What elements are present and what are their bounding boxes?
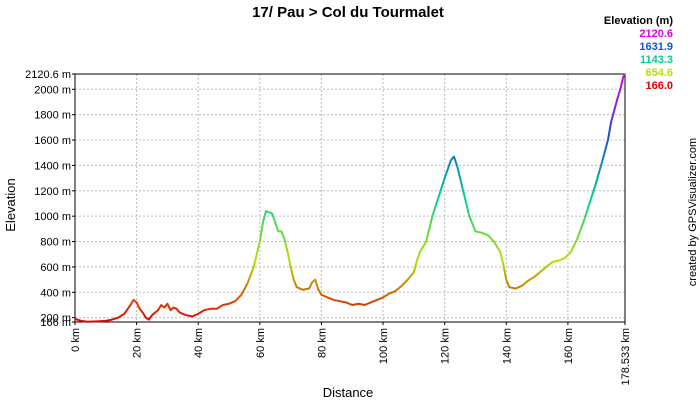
x-tick-label: 140 km	[501, 328, 513, 364]
chart-title: 17/ Pau > Col du Tourmalet	[252, 4, 444, 21]
x-tick-label: 40 km	[193, 328, 205, 358]
legend-title: Elevation (m)	[604, 15, 673, 27]
y-tick-label: 166 m	[40, 317, 71, 329]
y-tick-label: 2000 m	[34, 84, 71, 96]
y-tick-label: 1800 m	[34, 110, 71, 122]
y-tick-label: 200 m	[40, 313, 71, 325]
y-tick-label: 400 m	[40, 287, 71, 299]
legend-value: 654.6	[645, 67, 673, 79]
x-tick-label: 20 km	[132, 328, 144, 358]
x-axis-label: Distance	[323, 385, 374, 400]
y-tick-label: 1400 m	[34, 160, 71, 172]
y-tick-label: 1000 m	[34, 211, 71, 223]
elevation-line	[74, 73, 626, 323]
x-tick-label: 120 km	[440, 328, 452, 364]
x-tick-label: 0 km	[70, 328, 82, 352]
legend-value: 1143.3	[640, 54, 673, 66]
y-tick-label: 600 m	[40, 262, 71, 274]
credit: created by GPSVisualizer.com	[687, 138, 699, 286]
x-tick-label: 60 km	[255, 328, 267, 358]
y-tick-label: 800 m	[40, 237, 71, 249]
y-tick-label: 1600 m	[34, 135, 71, 147]
y-tick-label: 2120.6 m	[25, 69, 71, 81]
plot-frame	[74, 73, 626, 323]
y-tick-label: 1200 m	[34, 186, 71, 198]
x-tick-label: 100 km	[378, 328, 390, 364]
x-tick-label: 160 km	[563, 328, 575, 364]
x-tick-label: 178.533 km	[620, 328, 632, 385]
legend-value: 1631.9	[639, 41, 673, 53]
legend-value: 2120.6	[639, 28, 673, 40]
y-axis-label: Elevation	[3, 178, 18, 231]
legend-value: 166.0	[645, 80, 673, 92]
x-tick-label: 80 km	[316, 328, 328, 358]
